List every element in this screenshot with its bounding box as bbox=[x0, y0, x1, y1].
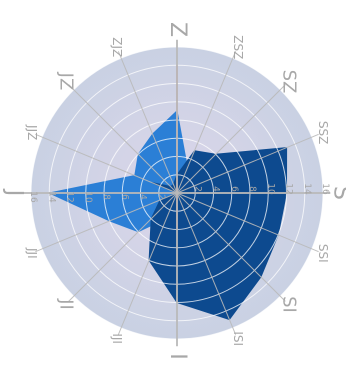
direction-label: SSZ bbox=[316, 121, 330, 144]
direction-label: J bbox=[2, 188, 27, 197]
direction-label: JJI bbox=[25, 247, 39, 259]
radial-tick-label: 16 bbox=[320, 183, 330, 195]
radial-tick-label: 8 bbox=[101, 194, 111, 200]
radial-tick-label: 14 bbox=[302, 183, 312, 195]
radial-tick-label: 2 bbox=[156, 194, 166, 200]
radial-tick-label: 6 bbox=[119, 194, 129, 200]
direction-label: SI bbox=[279, 296, 300, 313]
radial-tick-label: 4 bbox=[211, 186, 221, 192]
radial-tick-label: 6 bbox=[229, 186, 239, 192]
radial-tick-label: 10 bbox=[265, 183, 275, 195]
direction-label: IJI bbox=[110, 333, 124, 344]
radial-tick-label: 4 bbox=[138, 194, 148, 200]
direction-label: JJZ bbox=[25, 124, 39, 140]
direction-label: Z bbox=[165, 22, 190, 37]
radial-tick-label: 10 bbox=[83, 191, 93, 203]
direction-label: ISI bbox=[231, 331, 245, 346]
radial-tick-label: 14 bbox=[46, 191, 56, 203]
radial-tick-label: 16 bbox=[28, 191, 38, 203]
radial-tick-label: 8 bbox=[247, 186, 257, 192]
direction-label: SSI bbox=[316, 244, 330, 263]
radial-tick-label: 12 bbox=[284, 183, 294, 194]
direction-label: I bbox=[165, 353, 190, 360]
direction-label: JZ bbox=[55, 72, 76, 91]
direction-label: ZSZ bbox=[231, 35, 245, 59]
radial-tick-label: 12 bbox=[65, 191, 75, 202]
direction-label: ZJZ bbox=[110, 37, 124, 57]
direction-label: JI bbox=[56, 298, 77, 310]
radial-tick-label: 2 bbox=[192, 186, 202, 192]
direction-label: S bbox=[329, 186, 346, 200]
direction-label: SZ bbox=[278, 70, 299, 94]
